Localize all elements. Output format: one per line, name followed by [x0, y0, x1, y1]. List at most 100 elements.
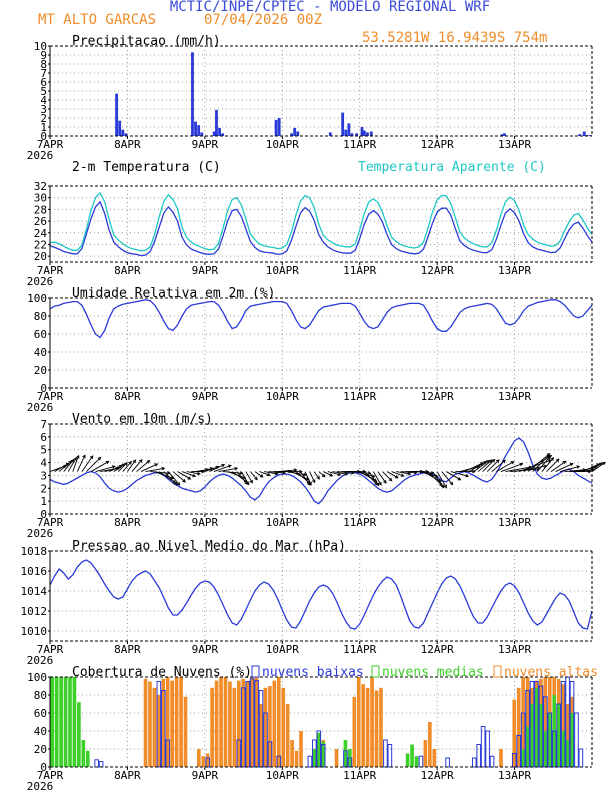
wind-arrow-head [254, 476, 258, 481]
cloud-bar-nuvens-altas [561, 684, 565, 767]
wind-arrow [541, 457, 554, 472]
cloud-bar-nuvens-altas [276, 677, 281, 767]
wind-arrow-head [259, 474, 264, 478]
cloud-bar-nuvens-medias [59, 677, 63, 767]
wind-arrow [63, 459, 74, 472]
wind-arrow-head [161, 466, 166, 471]
wind-arrow-head [128, 460, 132, 465]
precip-bar [366, 132, 369, 136]
cloud-bar-nuvens-altas [356, 677, 361, 767]
y-tick-label: 0 [40, 761, 47, 774]
wind-arrow [291, 471, 309, 481]
wind-arrow [236, 471, 248, 485]
wind-arrow [372, 471, 382, 486]
wind-arrow-head [182, 478, 186, 483]
wind-arrow [396, 471, 411, 475]
cloud-bar-nuvens-altas [232, 687, 237, 767]
cloud-bar-nuvens-altas [352, 696, 357, 767]
wind-arrow [127, 459, 136, 472]
wind-arrow-head [321, 473, 326, 478]
cloud-bar-nuvens-altas [294, 750, 299, 767]
x-tick-label: 9APR [192, 769, 219, 782]
wind-arrow [172, 471, 186, 483]
y-tick-label: 1016 [21, 565, 48, 578]
wind-arrow-head [154, 463, 159, 467]
cloud-bar-nuvens-baixas [236, 739, 242, 768]
clouds-panel: 0 20 40 60 80 100 7APR 8APR 9APR 10APR 11APR 12APR 1… [27, 665, 598, 792]
x-year-label: 2026 [27, 149, 54, 162]
wind-arrow [213, 464, 232, 472]
wind-arrow-head [547, 459, 552, 463]
wind-arrow [218, 467, 238, 473]
x-tick-label: 7APR [37, 390, 64, 403]
y-tick-label: 1014 [21, 585, 48, 598]
y-tick-label: 8 [40, 58, 47, 71]
wind-arrow [564, 469, 586, 473]
cloud-bar-nuvens-medias [543, 731, 548, 767]
wind-arrow [200, 467, 213, 473]
wind-arrow [391, 471, 404, 477]
wind-arrow [177, 471, 191, 480]
precip-bar [347, 123, 351, 136]
wind-arrow-head [378, 481, 382, 486]
wind-arrow-head [546, 455, 551, 460]
y-tick-label: 0 [40, 508, 47, 521]
cloud-bar-nuvens-baixas [316, 730, 322, 768]
cloud-bar-nuvens-baixas [556, 703, 562, 768]
cloud-bar-nuvens-baixas [489, 755, 495, 768]
rh-series-line [49, 299, 593, 339]
wind-arrow [204, 466, 219, 472]
wind-arrow [486, 459, 500, 472]
x-tick-label: 13APR [498, 769, 531, 782]
y-tick-label: 100 [27, 671, 47, 684]
cloud-bar-nuvens-baixas [418, 755, 424, 768]
wind-arrow [468, 461, 487, 472]
cloud-bar-nuvens-medias [68, 677, 72, 767]
cloud-bar-nuvens-baixas [578, 748, 584, 768]
wind-arrow [536, 456, 551, 472]
x-tick-label: 11APR [343, 390, 376, 403]
wind-arrow [496, 461, 514, 472]
x-year-label: 2026 [27, 401, 54, 414]
wind-arrow [323, 471, 333, 477]
cloud-bar-nuvens-altas [263, 687, 268, 767]
cloud-bar-nuvens-altas [219, 677, 223, 767]
wind-arrow-head [569, 462, 574, 467]
y-tick-label: 1018 [21, 545, 48, 558]
x-tick-label: 11APR [343, 138, 376, 151]
precip-title: Precipitacao (mm/h) [72, 34, 221, 49]
cloud-bar-nuvens-medias [530, 704, 534, 767]
precip-bar [360, 127, 364, 136]
cloud-bar-nuvens-altas [250, 677, 254, 767]
precip-bar [290, 133, 293, 136]
precip-bar [200, 132, 204, 136]
precip-bar [274, 119, 278, 136]
wind-arrow [118, 462, 128, 472]
wind-arrow [54, 462, 70, 472]
wind-arrow-head [388, 477, 393, 482]
cloud-legend-swatch [493, 665, 502, 678]
wind-arrow-head [400, 473, 405, 477]
wind-arrow-head [82, 454, 86, 459]
cloud-bar-nuvens-baixas [156, 681, 162, 768]
cloud-bar-nuvens-altas [174, 677, 179, 767]
wind-arrow-head [407, 471, 412, 476]
cloud-bar-nuvens-altas [170, 680, 174, 767]
y-tick-label: 7 [40, 418, 47, 431]
x-tick-label: 8APR [114, 264, 141, 277]
cloud-bar-nuvens-medias [321, 741, 326, 767]
rh-title: Umidade Relativa em 2m (%) [72, 286, 276, 301]
wind-arrow [145, 467, 165, 473]
precip-bar [328, 132, 332, 136]
y-tick-label: 0 [40, 382, 47, 395]
cloud-bar-nuvens-altas [223, 677, 228, 767]
header-coords: 53.5281W 16.9439S 754m [362, 30, 547, 46]
cloud-bar-nuvens-medias [565, 740, 570, 767]
wind-arrow [363, 471, 378, 485]
pres-panel: 1010 1012 1014 1016 1018 7APR 8APR 9APR 10APR 11A… [21, 539, 593, 667]
precip-bar [221, 133, 225, 136]
precip-bar [578, 134, 582, 136]
y-tick-label: 4 [40, 94, 47, 107]
wind-arrow-head [73, 456, 77, 461]
